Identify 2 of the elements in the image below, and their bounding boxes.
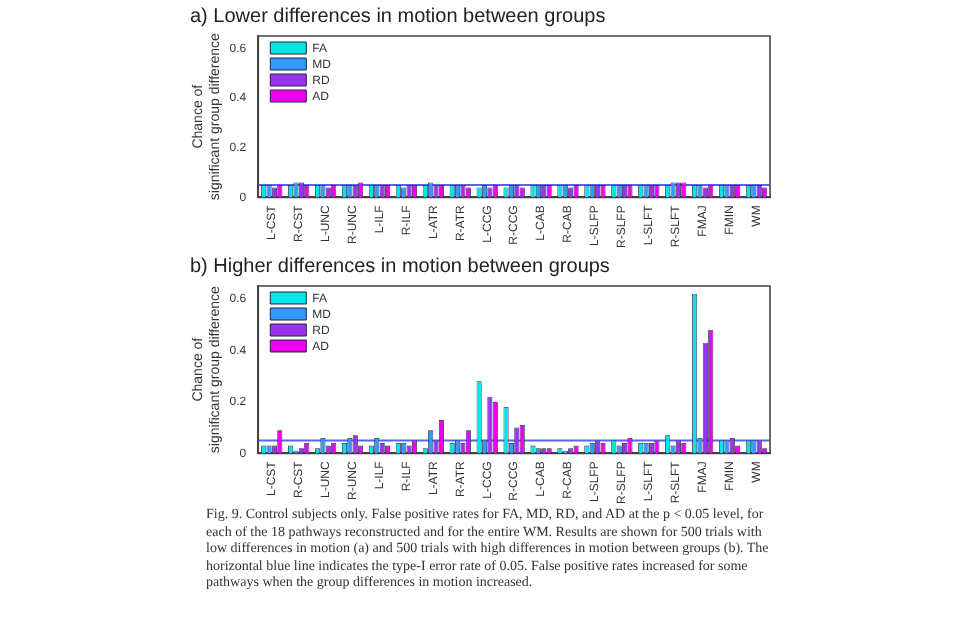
chart-title: a) Lower differences in motion between groups (190, 5, 606, 28)
chart-title: b) Higher differences in motion between groups (190, 255, 610, 278)
